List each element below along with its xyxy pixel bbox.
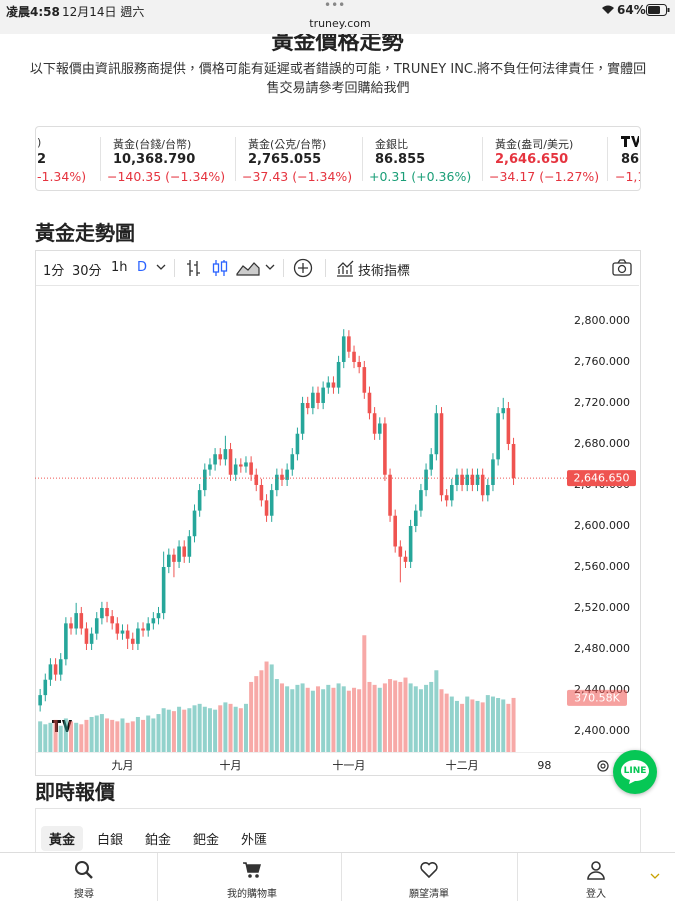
ticker-price: 10,368.790 [113, 152, 196, 167]
separator [157, 853, 158, 901]
interval-button[interactable]: 30分 [72, 264, 102, 279]
section-title: 即時報價 [35, 780, 115, 804]
line-bubble [621, 760, 649, 784]
quote-tab[interactable]: 黃金 [41, 826, 84, 851]
search-icon [75, 861, 93, 879]
nav-item[interactable]: 登入 [512, 853, 675, 901]
quote-tab[interactable]: 鉑金 [145, 833, 172, 848]
bar-style-icon[interactable] [186, 259, 202, 277]
ticker-change: −1,1 [615, 169, 640, 184]
ticker-price: 2,765.055 [248, 152, 322, 167]
interval-button[interactable]: 1h [111, 260, 128, 275]
add-indicator-icon[interactable] [293, 258, 313, 278]
separator [100, 137, 101, 181]
separator [341, 853, 342, 901]
section-title: 黃金走勢圖 [35, 221, 135, 245]
quote-tab[interactable]: 白銀 [97, 833, 124, 848]
ticker-strip: ) 2 -1.34%) 黃金(台錢/台幣) 10,368.790 −140.35 (−1… [35, 126, 641, 191]
separator [325, 259, 326, 277]
separator [482, 137, 483, 181]
ticker-price: 2 [37, 152, 47, 167]
separator [517, 853, 518, 901]
ticker-change: −34.17 (−1.27%) [489, 169, 600, 184]
ticker-name: 黃金(盎司/美元) [495, 138, 574, 151]
ticker-price: 2,646.650 [495, 152, 569, 167]
ticker-name: 金銀比 [375, 138, 408, 151]
battery-text: 64% [617, 3, 646, 17]
ticker-name: 黃金(台錢/台幣) [113, 138, 192, 151]
nav-label: 登入 [586, 889, 606, 900]
battery-icon [646, 4, 670, 16]
indicator-icon[interactable] [336, 259, 354, 277]
user-icon [587, 861, 605, 880]
page-title: 黃金價格走勢 [271, 30, 404, 55]
ticker-price: 86.855 [375, 152, 426, 167]
interval-button[interactable]: D [137, 260, 148, 275]
ticker-change: -1.34%) [37, 169, 87, 184]
dropdown-icon[interactable] [156, 264, 166, 272]
ticker-change: −140.35 (−1.34%) [107, 169, 226, 184]
disclaimer: 以下報價由資訊服務商提供，價格可能有延遲或者錯誤的可能，TRUNEY INC.將… [29, 62, 647, 96]
area-style-icon[interactable] [236, 260, 260, 276]
line-button[interactable]: LINE [613, 750, 657, 794]
quote-tab[interactable]: 外匯 [241, 833, 268, 848]
ticker-change: −37.43 (−1.34%) [242, 169, 353, 184]
ticker-price: 86 [621, 152, 640, 167]
heart-icon [420, 862, 438, 879]
chart-toolbar: 1分 30分 1h D 技術指標 [36, 251, 639, 286]
quote-panel [35, 808, 641, 869]
status-bar: 凌晨4:58 12月14日 週六 ••• truney.com 64% [0, 0, 675, 34]
nav-item[interactable]: 我的購物車 [168, 853, 336, 901]
interval-button[interactable]: 1分 [43, 264, 65, 279]
status-time: 凌晨4:58 [6, 5, 60, 19]
ticker-change: +0.31 (+0.36%) [369, 169, 472, 184]
cart-icon [243, 862, 261, 878]
separator [283, 259, 284, 277]
wifi-icon [602, 5, 614, 14]
chart-frame [35, 250, 641, 776]
separator [607, 137, 608, 181]
status-url[interactable]: truney.com [309, 17, 371, 30]
status-date: 12月14日 週六 [62, 5, 145, 19]
dropdown-icon[interactable] [265, 264, 275, 272]
nav-label: 願望清單 [409, 889, 449, 900]
nav-label: 我的購物車 [227, 889, 277, 900]
candle-style-icon[interactable] [212, 259, 228, 277]
tv-logo [621, 136, 639, 147]
ticker-name: ) [37, 136, 42, 149]
ticker-name: 黃金(公克/台幣) [248, 138, 327, 151]
quote-tab[interactable]: 鈀金 [193, 833, 220, 848]
separator [174, 259, 175, 277]
line-label: LINE [623, 766, 647, 776]
dots: ••• [324, 0, 346, 12]
separator [362, 137, 363, 181]
indicator-button[interactable]: 技術指標 [358, 264, 411, 279]
chevron-icon[interactable] [650, 873, 660, 881]
nav-label: 搜尋 [74, 889, 94, 900]
camera-icon[interactable] [612, 259, 632, 276]
bottom-nav: 搜尋 我的購物車 願望清單 登入 [0, 852, 675, 901]
separator [235, 137, 236, 181]
nav-item[interactable]: 搜尋 [0, 853, 168, 901]
nav-item[interactable]: 願望清單 [345, 853, 513, 901]
